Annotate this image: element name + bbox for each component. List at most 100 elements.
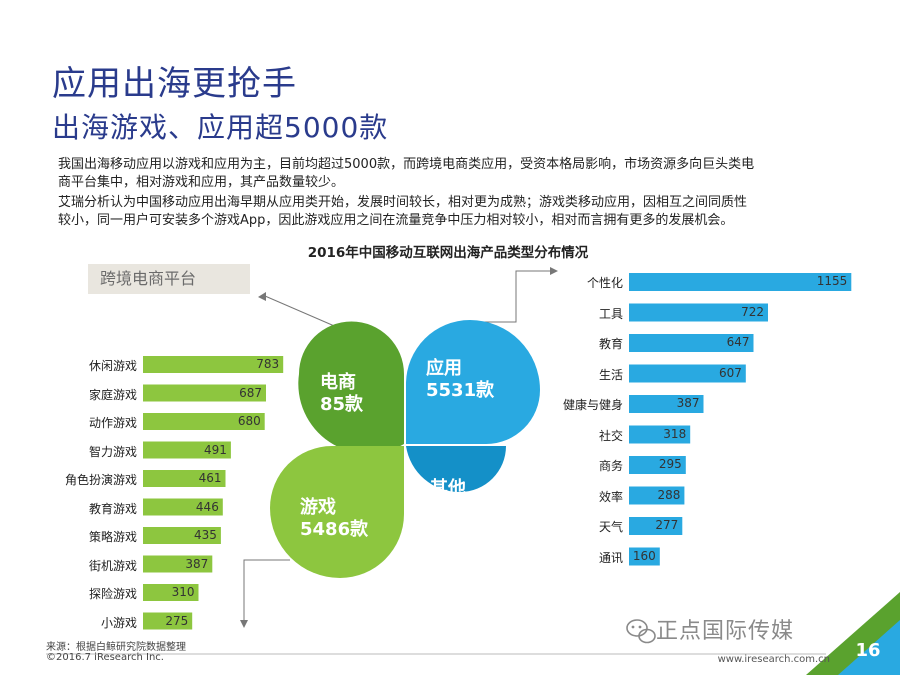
petal-other-text: 其他 22款 [430,478,473,522]
apps-bar-value: 647 [726,335,750,349]
games-category-label: 休闲游戏 [88,359,137,373]
chart-title: 2016年中国移动互联网出海产品类型分布情况 [307,245,589,261]
petal-apps-value: 5531款 [426,380,495,401]
petal-other-value: 22款 [430,500,474,521]
wechat-icon [626,619,656,644]
paragraph-2: 艾瑞分析认为中国移动应用出海早期从应用类开始，发展时间较长，相对更为成熟；游戏类… [58,194,858,230]
apps-bar-value: 295 [658,457,682,471]
apps-bar-group [629,273,852,566]
games-category-label: 小游戏 [100,615,137,630]
apps-bar-value: 607 [718,365,742,380]
games-bar-value: 387 [185,556,209,571]
paragraph-1-line-2: 商平台集中，相对游戏和应用，其产品数量较少。 [58,175,345,190]
games-bar-value: 446 [195,499,219,514]
games-bar-value: 783 [256,357,280,371]
apps-bar-value: 277 [655,518,679,532]
connector-lines [240,267,558,628]
connector-ecommerce [264,295,340,329]
games-category-label: 探险游戏 [88,587,137,601]
games-bar [143,584,199,601]
ecommerce-platform-label: 跨境电商平台 [88,264,250,294]
games-category-label: 角色扮演游戏 [64,473,137,487]
games-bar-value: 461 [198,471,222,485]
page-title: 应用出海更抢手 [52,64,297,104]
games-bar-value: 687 [239,385,262,400]
apps-bar-value: 722 [741,304,764,319]
apps-bar [629,334,754,352]
apps-bar [629,425,691,444]
watermark-text: 正点国际传媒 [656,619,795,644]
apps-category-label: 工具 [598,306,623,321]
apps-bar [629,303,768,322]
games-bar [143,413,265,430]
petal-other-name: 其他 [430,478,466,499]
petal-games [270,446,404,578]
games-category-label: 智力游戏 [88,444,137,459]
games-bar-value: 491 [203,442,227,457]
site-url: www.iresearch.com.cn [717,654,830,665]
corner-blue [838,620,900,675]
apps-category-label: 通讯 [598,550,623,565]
petal-games-value: 5486款 [300,519,369,540]
games-bar [143,470,226,487]
paragraph-1: 我国出海移动应用以游戏和应用为主，目前均超过5000款，而跨境电商类应用，受资本… [58,156,858,192]
games-bar-value: 680 [237,414,261,428]
games-bar [143,441,231,459]
apps-bar [629,456,686,474]
petal-apps-text: 应用 5531款 [426,358,494,402]
games-category-label: 街机游戏 [88,558,137,573]
apps-bar [629,547,660,566]
apps-bar-value: 318 [663,426,687,441]
apps-category-label: 天气 [598,520,623,534]
petal-apps [406,320,540,444]
apps-category-label: 个性化 [586,276,623,290]
page-subtitle: 出海游戏、应用超5000款 [52,111,389,144]
apps-category-label: 商务 [598,459,623,473]
games-bar [143,498,223,516]
games-bar [143,527,221,544]
apps-bar-value: 1155 [816,274,848,288]
games-bar [143,356,284,373]
apps-bar [629,273,852,291]
apps-bar-value: 387 [676,396,700,410]
games-bar-value: 275 [165,613,189,628]
petal-ecommerce-name: 电商 [320,372,356,393]
games-category-label: 策略游戏 [88,530,137,544]
games-bar [143,555,213,573]
paragraph-2-line-2: 较小，同一用户可安装多个游戏App，因此游戏应用之间在流量竞争中压力相对较小，相… [58,213,734,228]
games-category-label: 教育游戏 [88,501,137,516]
apps-category-label: 教育 [598,337,623,351]
petal-ecommerce-value: 85款 [320,394,364,415]
paragraph-2-line-1: 艾瑞分析认为中国移动应用出海早期从应用类开始，发展时间较长，相对更为成熟；游戏类… [58,195,748,210]
apps-bar [629,517,683,535]
petal-games-text: 游戏 5486款 [300,497,368,541]
paragraph-1-line-1: 我国出海移动应用以游戏和应用为主，目前均超过5000款，而跨境电商类应用，受资本… [58,157,755,172]
apps-bar [629,364,746,383]
petal-ecommerce [298,321,404,454]
petal-ecommerce-text: 电商 85款 [320,372,363,416]
games-bar [143,612,193,630]
connector-games [243,559,290,622]
apps-bar [629,486,685,505]
connector-games-arrow [240,620,248,628]
games-bar-group [143,356,284,630]
petal-apps-name: 应用 [426,358,462,379]
source-note: 来源：根据白鲸研究院数据整理 [46,642,186,653]
games-category-label: 家庭游戏 [88,387,137,402]
connector-apps-arrow [550,267,558,275]
games-category-label: 动作游戏 [88,416,137,430]
copyright: ©2016.7 iResearch Inc. [46,652,164,663]
games-bar [143,384,266,402]
apps-category-label: 社交 [598,428,623,443]
connector-ecommerce-arrow [258,292,266,301]
petal-games-name: 游戏 [300,497,336,518]
connector-apps [466,270,552,323]
apps-bar [629,395,704,413]
apps-category-label: 效率 [598,489,623,504]
games-bar-value: 435 [193,528,217,542]
apps-category-label: 生活 [598,367,623,382]
apps-bar-value: 160 [632,548,656,563]
apps-bar-value: 288 [657,487,681,502]
page-number: 16 [855,640,881,661]
